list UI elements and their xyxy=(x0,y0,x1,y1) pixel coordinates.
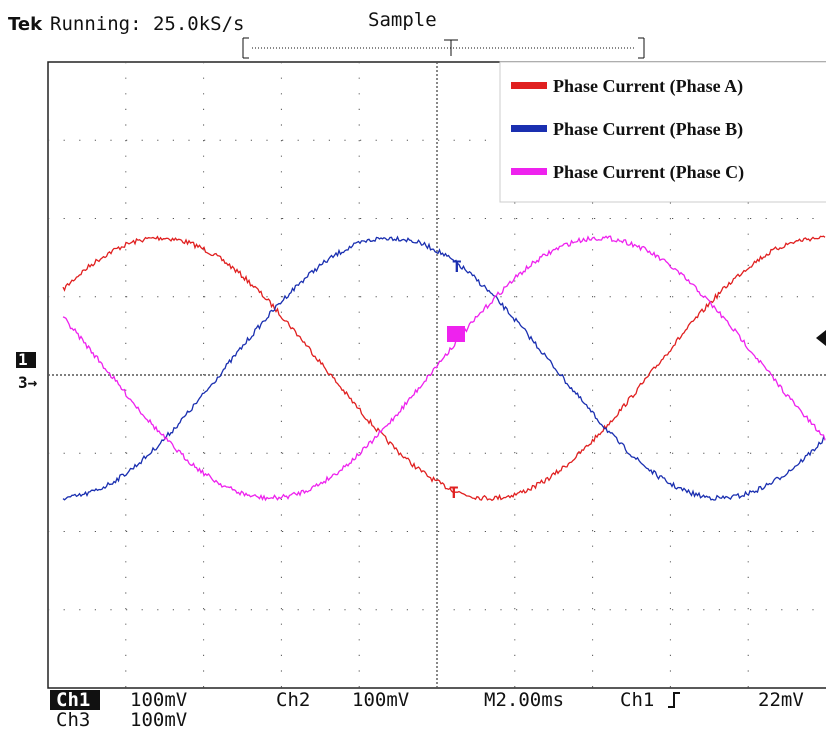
markers: 1 3→ T T xyxy=(16,257,826,502)
svg-text:T: T xyxy=(449,483,459,502)
legend-swatch xyxy=(511,125,547,132)
status: Running: 25.0kS/s xyxy=(50,13,244,35)
legend-label: Phase Current (Phase A) xyxy=(553,76,743,97)
ch2-label: Ch2 xyxy=(276,689,310,711)
svg-text:1: 1 xyxy=(18,350,28,369)
legend-box xyxy=(499,61,826,203)
trigger-level: 22mV xyxy=(758,689,804,711)
record-bar xyxy=(242,37,645,59)
trigger-source: Ch1 xyxy=(620,689,654,711)
trace xyxy=(62,235,826,502)
ch1-badge xyxy=(50,690,100,710)
legend-swatch xyxy=(511,168,547,175)
graticule xyxy=(48,62,826,688)
legend-label: Phase Current (Phase B) xyxy=(553,119,743,140)
trace xyxy=(62,235,826,501)
ch1-scale: 100mV xyxy=(130,689,187,711)
ch2-scale: 100mV xyxy=(352,689,409,711)
legend-label: Phase Current (Phase C) xyxy=(553,162,744,183)
legend: Phase Current (Phase A) Phase Current (Ph… xyxy=(511,76,744,183)
svg-text:T: T xyxy=(452,257,462,276)
timebase: M2.00ms xyxy=(484,689,564,711)
acq-mode: Sample xyxy=(368,9,437,31)
trigger-slope xyxy=(668,692,680,708)
ch3-scale: 100mV xyxy=(130,709,187,731)
brand: Tek xyxy=(8,14,43,35)
svg-text:3→: 3→ xyxy=(18,373,38,392)
waveforms xyxy=(62,235,826,502)
legend-swatch xyxy=(511,82,547,89)
trace xyxy=(62,235,826,502)
ch1-label: Ch1 xyxy=(56,689,90,711)
ch3-label: Ch3 xyxy=(56,709,90,731)
